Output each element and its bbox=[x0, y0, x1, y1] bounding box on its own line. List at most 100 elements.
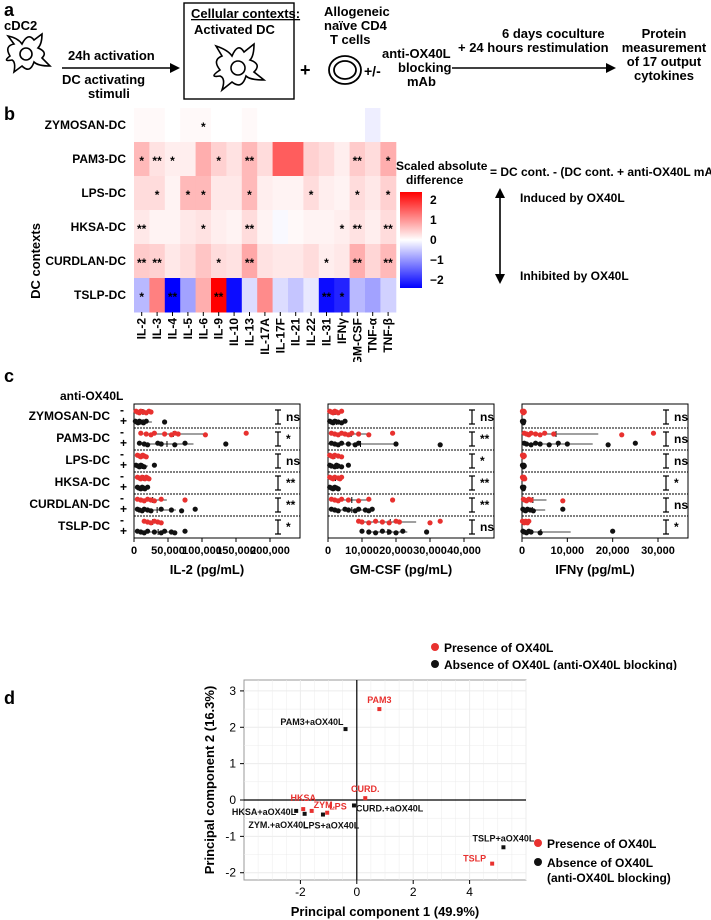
heatmap-cell bbox=[211, 142, 227, 177]
heatmap-cell bbox=[226, 142, 243, 177]
heatmap-col-label: IL-10 bbox=[227, 318, 241, 346]
dotplot-point-absence bbox=[564, 441, 570, 447]
dotplot-point-absence bbox=[141, 464, 147, 470]
heatmap-cell bbox=[365, 108, 381, 143]
heatmap-significance-star: * bbox=[201, 120, 206, 134]
pca-point-label: LPS+aOX40L bbox=[303, 821, 360, 831]
dotplot-point-presence bbox=[339, 496, 345, 502]
dotplot-point-presence bbox=[373, 518, 379, 524]
significance-label: * bbox=[674, 520, 679, 534]
legend-title-line1: Scaled absolute bbox=[396, 159, 488, 173]
antibody-line2: blocking bbox=[398, 60, 452, 75]
heatmap-cell bbox=[241, 176, 258, 211]
dotplot-x-tick-label: 0 bbox=[325, 545, 331, 557]
dotplot-frame bbox=[327, 403, 495, 539]
dotplot-point-absence bbox=[158, 441, 164, 447]
significance-bracket bbox=[663, 453, 669, 469]
heatmap-row-label: TSLP-DC bbox=[74, 288, 126, 302]
heatmap-cell bbox=[164, 278, 181, 313]
dotplot-row-label: LPS-DC bbox=[65, 453, 110, 467]
dotplot-point-presence bbox=[146, 476, 152, 482]
dotplot-sign-minus: - bbox=[120, 491, 124, 505]
protein-line3: of 17 output bbox=[627, 54, 702, 69]
heatmap-col-label: IL-31 bbox=[320, 318, 334, 346]
significance-bracket bbox=[469, 475, 475, 491]
heatmap-col-label: IL-2 bbox=[135, 318, 149, 340]
dotplot-point-absence bbox=[223, 441, 229, 447]
stimuli-line1: DC activating bbox=[62, 72, 145, 87]
dotplot-x-tick-label: 40,000 bbox=[447, 545, 481, 557]
pca-point-presence bbox=[363, 796, 368, 801]
panel-c-dotplots: c anti-OX40L ZYMOSAN-DC -+PAM3-DC -+LPS-DC… bbox=[4, 366, 689, 670]
heatmap-cell bbox=[149, 142, 166, 177]
heatmap-row-label: CURDLAN-DC bbox=[45, 254, 126, 268]
dotplot-point-absence bbox=[158, 506, 164, 512]
dotplot-point-absence bbox=[521, 463, 527, 469]
dotplot-point-presence bbox=[650, 430, 657, 436]
pca-y-tick-label: -2 bbox=[225, 866, 236, 880]
dotplot-point-presence bbox=[551, 431, 557, 437]
heatmap-significance-star: ** bbox=[353, 256, 363, 270]
heatmap-cell bbox=[272, 278, 289, 313]
dotplot-point-presence bbox=[158, 520, 164, 526]
t-cell-icon bbox=[328, 55, 362, 85]
dotplot-point-presence bbox=[339, 454, 345, 460]
pca-point-presence bbox=[490, 861, 495, 866]
significance-label: * bbox=[286, 432, 291, 446]
arrow-up-head bbox=[495, 188, 505, 198]
pca-point-absence bbox=[294, 808, 299, 813]
dotplot-x-tick-label: 30,000 bbox=[413, 545, 447, 557]
heatmap-cell bbox=[226, 210, 243, 245]
dotplot-point-absence bbox=[145, 442, 151, 448]
dotplot-x-tick-label: 10,000 bbox=[345, 545, 379, 557]
significance-bracket bbox=[663, 409, 669, 425]
legend-absence-dot bbox=[431, 660, 439, 668]
dotplot-point-absence bbox=[335, 486, 341, 492]
dotplot-row-label: PAM3-DC bbox=[56, 431, 110, 445]
heatmap-significance-star: ** bbox=[137, 222, 147, 236]
heatmap-cell bbox=[318, 108, 335, 143]
heatmap-cell bbox=[149, 244, 166, 279]
dotplot-point-absence bbox=[179, 508, 185, 514]
dotplot-point-absence bbox=[342, 418, 348, 424]
heatmap-cell bbox=[349, 176, 366, 211]
heatmap-cell bbox=[134, 108, 150, 143]
heatmap-cell bbox=[195, 244, 212, 279]
dotplot-point-presence bbox=[148, 409, 154, 415]
heatmap-cell bbox=[349, 278, 366, 313]
dc-cell-icon bbox=[5, 32, 52, 74]
heatmap-cell bbox=[226, 278, 243, 313]
dotplot-point-presence bbox=[151, 498, 157, 504]
significance-label: ns bbox=[286, 410, 300, 424]
heatmap-cell bbox=[180, 244, 197, 279]
dotplot-point-presence bbox=[143, 431, 149, 437]
heatmap-ylabel: DC contexts bbox=[28, 223, 43, 299]
cdc2-label: cDC2 bbox=[4, 18, 37, 33]
heatmap-cell bbox=[164, 176, 181, 211]
significance-label: ** bbox=[480, 432, 490, 446]
heatmap-cell bbox=[303, 244, 320, 279]
heatmap-cell bbox=[272, 244, 289, 279]
dotplot-point-presence bbox=[528, 430, 534, 436]
dotplot-point-presence bbox=[339, 408, 345, 414]
dotplot-point-absence bbox=[136, 440, 143, 446]
heatmap-cell bbox=[180, 108, 197, 143]
heatmap-significance-star: ** bbox=[168, 290, 178, 304]
dotplot-point-absence bbox=[521, 484, 527, 490]
plus-minus: +/- bbox=[364, 63, 381, 79]
heatmap-cell bbox=[334, 210, 351, 245]
significance-bracket bbox=[469, 519, 475, 535]
heatmap-cell bbox=[303, 176, 320, 211]
pca-point-label: PAM3 bbox=[367, 695, 391, 705]
dotplot-point-presence bbox=[619, 432, 625, 438]
dotplot-x-tick-label: 20,000 bbox=[596, 545, 630, 557]
heatmap-cell bbox=[272, 142, 289, 177]
heatmap-significance-star: * bbox=[216, 256, 221, 270]
heatmap-cell bbox=[195, 108, 212, 143]
dotplot-point-absence bbox=[162, 528, 168, 534]
heatmap-cell bbox=[318, 142, 335, 177]
significance-bracket bbox=[469, 453, 475, 469]
heatmap-cell bbox=[365, 278, 381, 313]
heatmap-cell bbox=[334, 108, 351, 143]
heatmap-cell bbox=[149, 176, 166, 211]
